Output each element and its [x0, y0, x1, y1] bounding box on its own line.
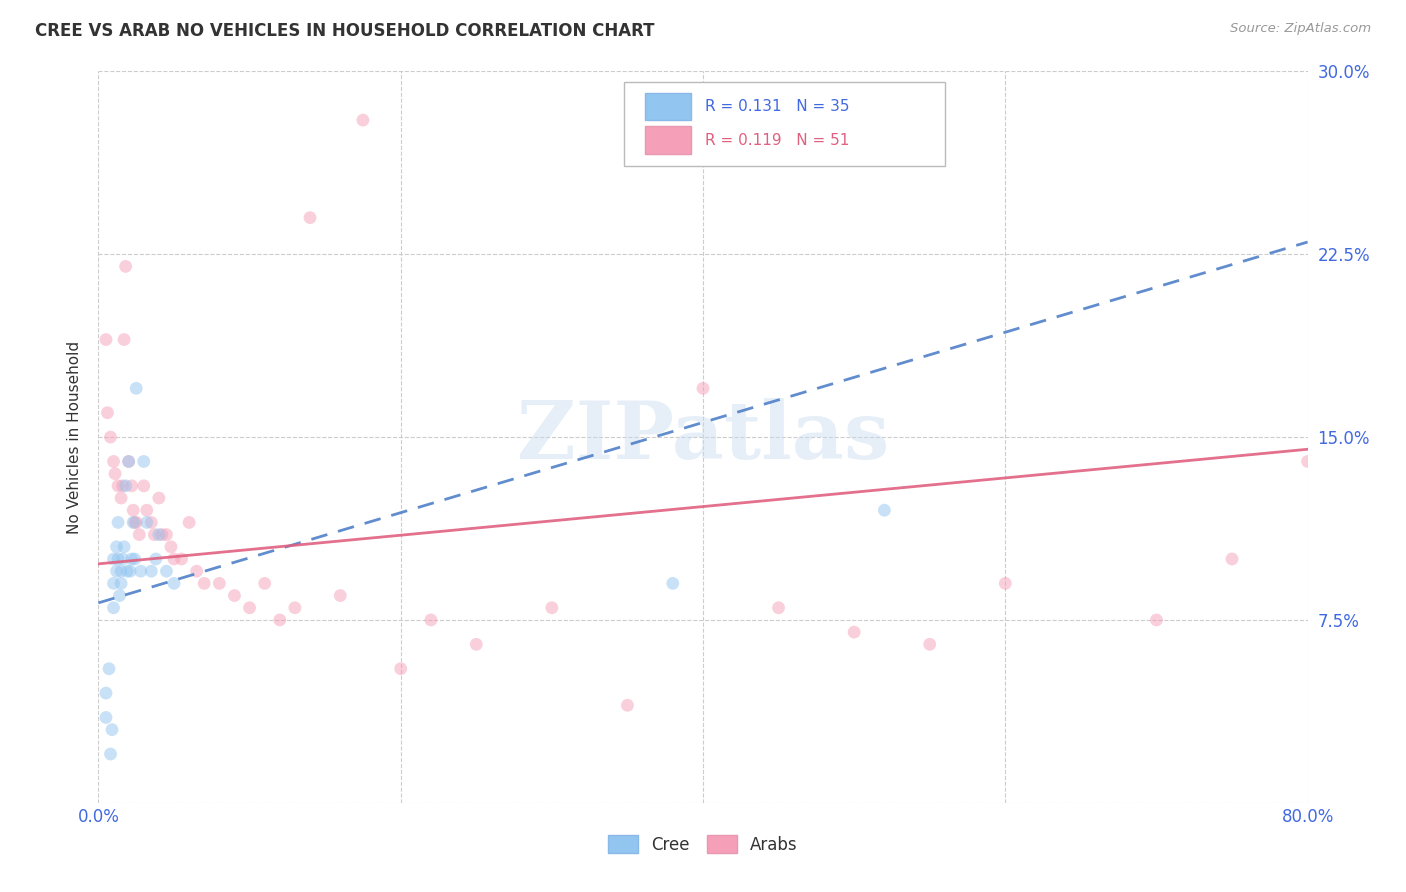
Point [208, 576, 231, 591]
FancyBboxPatch shape [645, 126, 690, 154]
Point [269, 613, 291, 627]
Point [100, 747, 122, 761]
Point [616, 698, 638, 713]
Point [103, 576, 125, 591]
Point [98, 662, 121, 676]
Point [1220, 552, 1243, 566]
Point [1144, 613, 1167, 627]
Text: Source: ZipAtlas.com: Source: ZipAtlas.com [1230, 22, 1371, 36]
Point [115, 564, 138, 578]
Point [128, 527, 150, 541]
Point [160, 540, 183, 554]
Point [155, 564, 177, 578]
Point [107, 516, 129, 530]
Y-axis label: No Vehicles in Household: No Vehicles in Household [67, 341, 83, 533]
Point [768, 600, 790, 615]
Point [163, 552, 186, 566]
Point [540, 600, 562, 615]
Point [111, 552, 134, 566]
Point [284, 600, 307, 615]
Point [918, 637, 941, 651]
Point [352, 113, 374, 128]
Point [110, 576, 132, 591]
Point [125, 516, 148, 530]
Point [107, 552, 129, 566]
Point [103, 454, 125, 468]
Point [148, 527, 170, 541]
Point [143, 527, 166, 541]
FancyBboxPatch shape [645, 93, 690, 120]
Point [873, 503, 896, 517]
Point [186, 564, 208, 578]
Point [150, 527, 173, 541]
Text: ZIPatlas: ZIPatlas [517, 398, 889, 476]
Point [179, 516, 201, 530]
Point [94, 686, 117, 700]
Point [103, 552, 125, 566]
Point [253, 576, 276, 591]
Point [844, 625, 866, 640]
Point [141, 516, 163, 530]
Point [129, 564, 152, 578]
Point [389, 662, 412, 676]
Point [107, 479, 129, 493]
Point [112, 540, 135, 554]
Point [101, 723, 124, 737]
Point [118, 454, 141, 468]
Point [118, 454, 141, 468]
Point [104, 467, 127, 481]
Point [124, 552, 146, 566]
Point [155, 527, 177, 541]
Text: R = 0.131   N = 35: R = 0.131 N = 35 [706, 99, 849, 114]
Point [1296, 454, 1319, 468]
Point [122, 516, 145, 530]
Point [105, 564, 128, 578]
Point [96, 406, 118, 420]
Point [163, 576, 186, 591]
Point [114, 260, 136, 274]
Point [692, 381, 714, 395]
Point [124, 516, 146, 530]
Text: CREE VS ARAB NO VEHICLES IN HOUSEHOLD CORRELATION CHART: CREE VS ARAB NO VEHICLES IN HOUSEHOLD CO… [35, 22, 655, 40]
Point [108, 589, 131, 603]
Point [122, 503, 145, 517]
Point [224, 589, 246, 603]
Point [125, 381, 148, 395]
Point [103, 600, 125, 615]
Point [135, 503, 157, 517]
Point [105, 540, 128, 554]
Point [661, 576, 683, 591]
Point [141, 564, 163, 578]
Point [170, 552, 193, 566]
Point [145, 552, 167, 566]
Point [121, 479, 143, 493]
Point [329, 589, 352, 603]
Point [100, 430, 122, 444]
Point [94, 710, 117, 724]
Point [132, 479, 155, 493]
Point [239, 600, 262, 615]
Point [120, 564, 142, 578]
Point [112, 333, 135, 347]
Point [465, 637, 488, 651]
Point [420, 613, 443, 627]
Point [132, 454, 155, 468]
Point [110, 564, 132, 578]
Point [94, 333, 117, 347]
Point [121, 552, 143, 566]
Text: R = 0.119   N = 51: R = 0.119 N = 51 [706, 133, 849, 147]
Point [135, 516, 157, 530]
FancyBboxPatch shape [624, 82, 945, 167]
Legend: Cree, Arabs: Cree, Arabs [602, 829, 804, 860]
Point [193, 576, 215, 591]
Point [114, 479, 136, 493]
Point [111, 479, 134, 493]
Point [148, 491, 170, 505]
Point [994, 576, 1017, 591]
Point [110, 491, 132, 505]
Point [299, 211, 322, 225]
